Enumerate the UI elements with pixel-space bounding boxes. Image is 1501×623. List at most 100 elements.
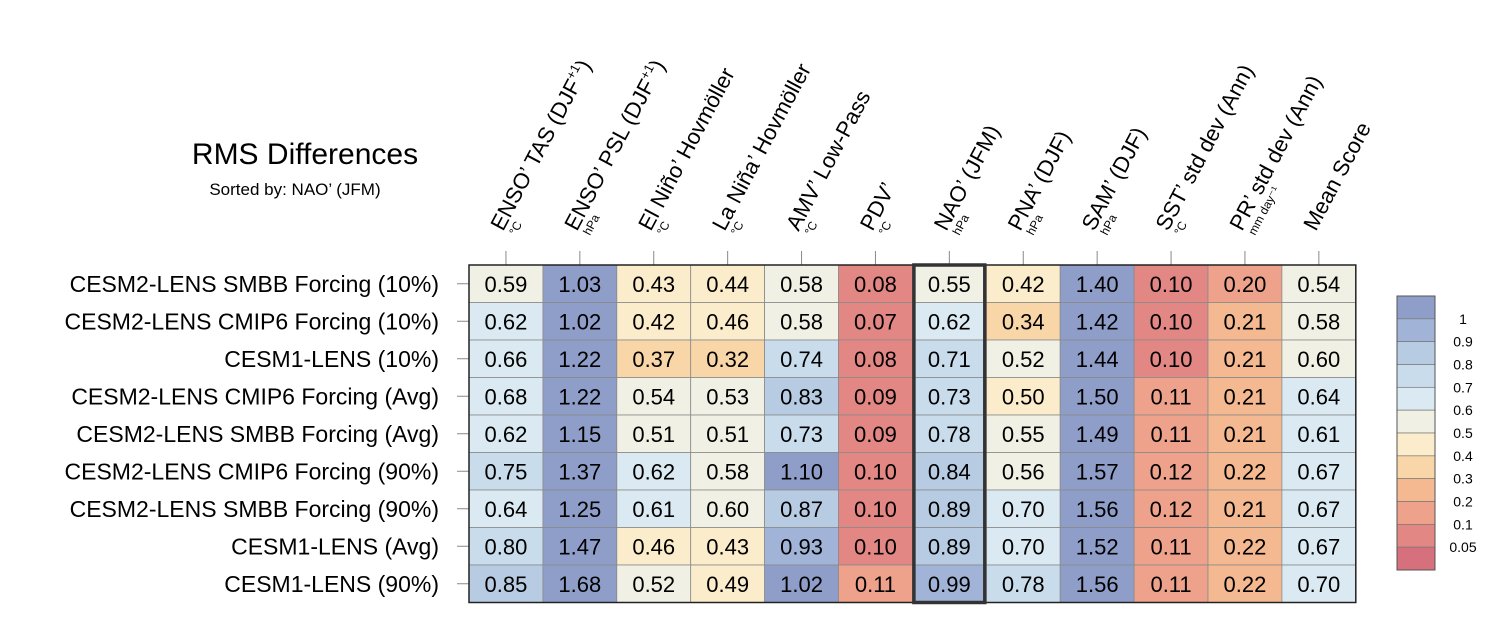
heatmap-cell	[1281, 414, 1357, 453]
cell-value-label: 0.73	[928, 384, 971, 409]
heatmap-cell	[1059, 339, 1135, 378]
heatmap-cell	[616, 489, 692, 528]
cell-value-label: 0.22	[1224, 459, 1267, 484]
colorbar-swatch	[1396, 386, 1436, 411]
cell-value-label: 0.54	[632, 384, 675, 409]
cell-value-label: 1.15	[558, 422, 601, 447]
heatmap-cell	[1133, 414, 1209, 453]
colorbar-swatch	[1396, 478, 1436, 502]
column-unit-label: °C	[728, 219, 747, 238]
cell-value-label: 0.37	[632, 347, 675, 372]
row-label-cesm2-lens-smbb-forcing-10: CESM2-LENS SMBB Forcing (10%)	[70, 271, 439, 297]
colorbar-tick-label: 0.6	[1453, 402, 1473, 418]
cell-value-label: 1.22	[558, 347, 601, 372]
cell-value-label: 0.20	[1224, 272, 1267, 297]
cell-value-label: 0.70	[1002, 534, 1045, 559]
colorbar-tick-label: 0.4	[1453, 448, 1473, 464]
cell-value-label: 1.68	[558, 572, 601, 597]
colorbar-tick-label: 0.8	[1453, 357, 1473, 373]
cell-value-label: 1.52	[1076, 534, 1119, 559]
cell-value-label: 0.56	[1002, 459, 1045, 484]
cell-value-label: 0.89	[928, 497, 971, 522]
cell-value-label: 0.70	[1297, 572, 1340, 597]
heatmap-cell	[1207, 452, 1283, 491]
cell-value-label: 0.70	[1002, 497, 1045, 522]
cell-value-label: 0.68	[485, 384, 528, 409]
cell-value-label: 0.53	[706, 384, 749, 409]
cell-value-label: 0.84	[928, 459, 971, 484]
cell-value-label: 0.10	[854, 459, 897, 484]
cell-value-label: 0.99	[928, 572, 971, 597]
heatmap-cell	[838, 489, 913, 528]
heatmap-cell	[1133, 489, 1209, 528]
colorbar-swatch	[1396, 455, 1436, 480]
heatmap-cell	[1207, 527, 1283, 566]
heatmap-cell	[542, 377, 618, 416]
heatmap-cell	[542, 414, 618, 453]
cell-value-label: 0.07	[854, 309, 897, 334]
cell-value-label: 0.66	[485, 347, 528, 372]
heatmap-cell	[838, 564, 913, 603]
chart-title: RMS Differences	[192, 138, 418, 171]
heatmap-cell	[690, 452, 766, 491]
cell-value-label: 0.10	[854, 534, 897, 559]
heatmap-cell	[616, 264, 692, 303]
cell-value-label: 0.42	[632, 309, 675, 334]
colorbar-tick-label: 0.1	[1453, 516, 1473, 532]
heatmap-cell	[985, 527, 1061, 566]
cell-value-label: 0.62	[632, 459, 675, 484]
cell-value-label: 0.11	[1150, 534, 1191, 559]
colorbar-swatch	[1396, 432, 1436, 457]
heatmap-cell	[1281, 489, 1357, 528]
heatmap-cell	[1059, 414, 1135, 453]
cell-value-label: 0.21	[1224, 384, 1267, 409]
cell-value-label: 1.40	[1076, 272, 1119, 297]
heatmap-cell	[616, 339, 692, 378]
cell-value-label: 0.52	[1002, 347, 1045, 372]
heatmap-cell	[468, 377, 544, 416]
cell-value-label: 1.02	[780, 572, 823, 597]
cell-value-label: 1.56	[1076, 572, 1119, 597]
cell-value-label: 0.22	[1224, 572, 1267, 597]
cell-value-label: 0.08	[854, 347, 897, 372]
heatmap-cell	[985, 302, 1061, 341]
heatmap-cell	[1059, 302, 1135, 341]
cell-value-label: 0.11	[855, 572, 896, 597]
colorbar-swatch	[1396, 295, 1436, 320]
heatmap-cell	[1133, 264, 1209, 303]
colorbar-tick-label: 0.2	[1453, 494, 1473, 510]
heatmap-cell	[690, 564, 766, 603]
cell-value-label: 0.62	[928, 309, 971, 334]
cell-value-label: 0.64	[485, 497, 528, 522]
heatmap-cell	[1281, 339, 1357, 378]
cell-value-label: 0.87	[780, 497, 823, 522]
colorbar-swatch	[1396, 409, 1436, 434]
heatmap-cell	[764, 452, 839, 491]
row-label-cesm1-lens-avg: CESM1-LENS (Avg)	[231, 533, 439, 559]
heatmap-cell	[985, 264, 1061, 303]
cell-value-label: 1.56	[1076, 497, 1119, 522]
cell-value-label: 1.25	[558, 497, 601, 522]
heatmap-cell	[690, 339, 766, 378]
cell-value-label: 0.78	[1002, 572, 1045, 597]
row-label-cesm2-lens-smbb-forcing-90: CESM2-LENS SMBB Forcing (90%)	[70, 496, 439, 522]
cell-value-label: 0.67	[1297, 534, 1340, 559]
cell-value-label: 1.47	[558, 534, 601, 559]
column-unit-label: °C	[1171, 219, 1190, 238]
cell-value-label: 0.12	[1150, 459, 1193, 484]
cell-value-label: 0.50	[1002, 384, 1045, 409]
heatmap-cell	[1059, 377, 1135, 416]
colorbar-swatch	[1396, 341, 1436, 365]
heatmap-cell	[616, 377, 692, 416]
cell-value-label: 1.03	[558, 272, 601, 297]
cell-value-label: 1.10	[780, 459, 823, 484]
heatmap-cell	[838, 339, 913, 378]
heatmap-cell	[690, 302, 766, 341]
cell-value-label: 0.12	[1150, 497, 1193, 522]
cell-value-label: 0.51	[632, 422, 675, 447]
heatmap-cells: 0.59 1.03 0.43 0.44 0.58 0.08 0.55 0.42 1.40 0.10…	[468, 264, 1357, 603]
colorbar-tick-label: 0.05	[1449, 539, 1476, 555]
heatmap-cell	[616, 452, 692, 491]
heatmap-cell	[838, 264, 913, 303]
heatmap-cell	[764, 489, 839, 528]
